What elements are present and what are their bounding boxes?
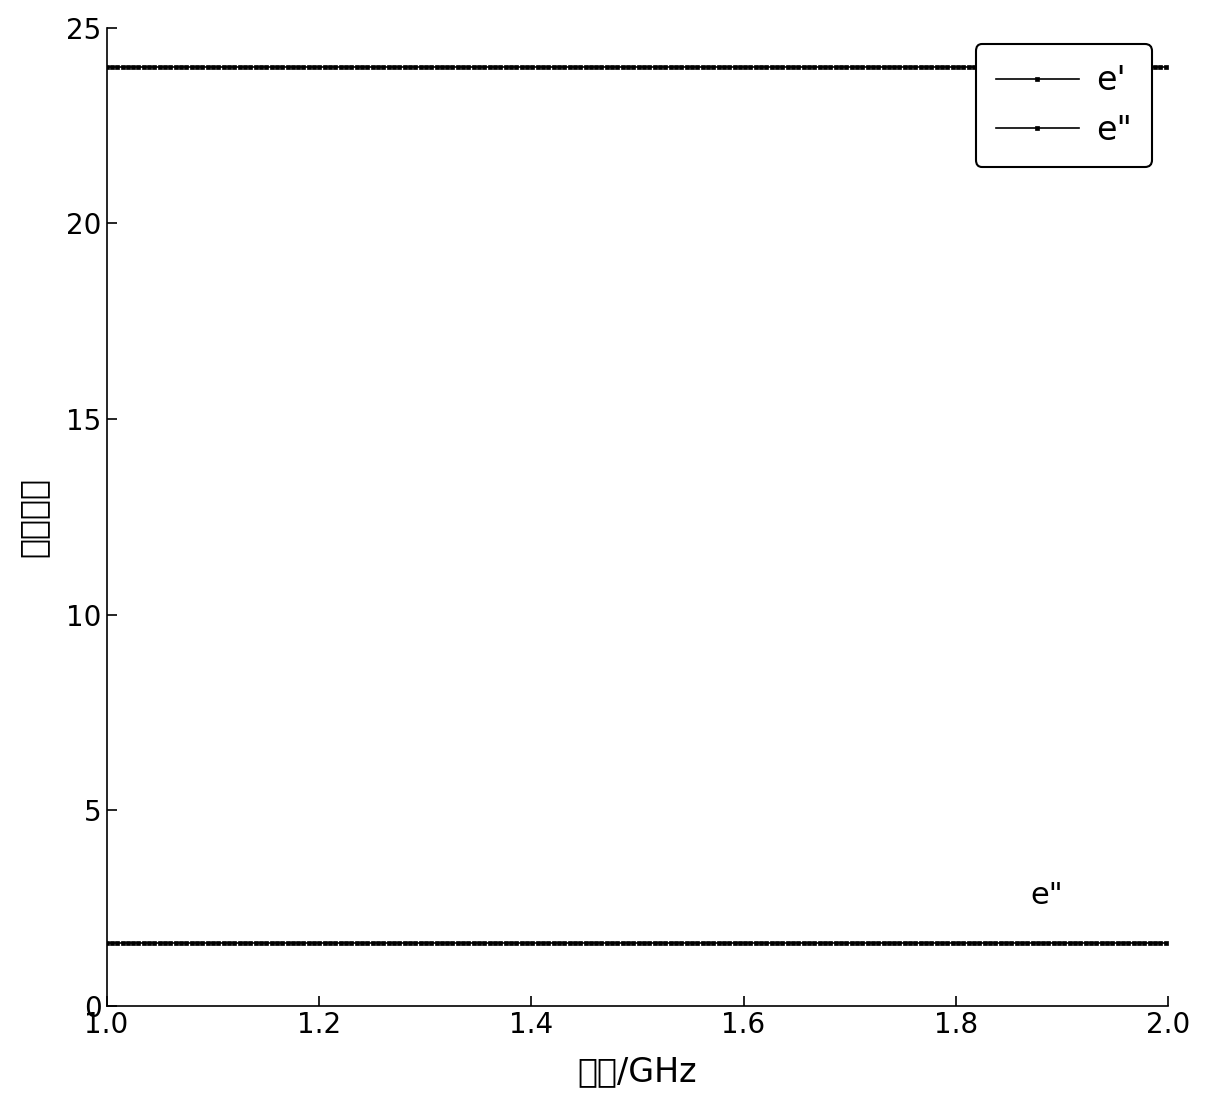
Line: e": e": [105, 941, 1171, 945]
Legend: e', e": e', e": [975, 44, 1151, 167]
Y-axis label: 介电常数: 介电常数: [17, 476, 49, 557]
e': [445, 60, 460, 73]
e": [865, 937, 880, 950]
e": [99, 937, 113, 950]
e': [99, 60, 113, 73]
X-axis label: 频率/GHz: 频率/GHz: [578, 1055, 698, 1088]
e': [227, 60, 241, 73]
Line: e': e': [105, 65, 1171, 69]
e": [768, 937, 782, 950]
e': [768, 60, 782, 73]
e': [871, 60, 886, 73]
e": [1161, 937, 1176, 950]
e": [445, 937, 460, 950]
e": [871, 937, 886, 950]
e': [1161, 60, 1176, 73]
Text: e': e': [987, 114, 1015, 144]
e': [865, 60, 880, 73]
e": [520, 937, 535, 950]
e": [227, 937, 241, 950]
e': [520, 60, 535, 73]
Text: e": e": [1031, 881, 1063, 911]
